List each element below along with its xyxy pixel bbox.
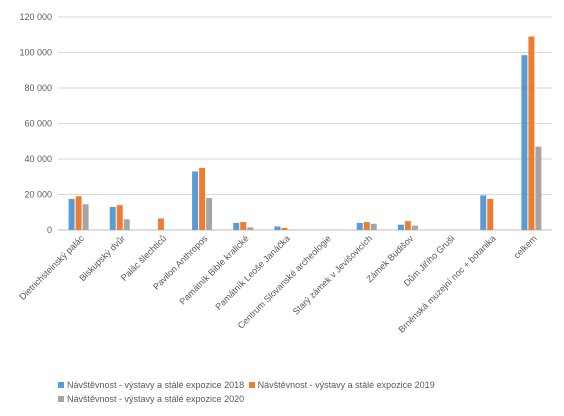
bar	[397, 224, 404, 230]
bar	[487, 198, 494, 230]
y-tick-label: 40 000	[24, 154, 52, 164]
legend-label-2018: Návštěvnost - výstavy a stálé expozice 2…	[67, 380, 245, 390]
bar	[404, 221, 411, 230]
y-tick-label: 0	[47, 225, 52, 235]
bar	[356, 222, 363, 230]
x-tick-label: Památník Bible kralické	[177, 233, 250, 306]
legend-item-2020: Návštěvnost - výstavy a stálé expozice 2…	[58, 392, 244, 406]
bar	[199, 167, 206, 230]
bar	[535, 146, 542, 230]
x-tick-label: Památník Leoše Janáčka	[213, 233, 292, 312]
x-tick-label: Dietrichsteinský palác	[17, 233, 86, 302]
bar	[274, 226, 281, 230]
bar	[233, 222, 240, 230]
bar	[157, 218, 164, 230]
bar	[192, 171, 199, 230]
y-tick-label: 80 000	[24, 83, 52, 93]
y-tick-label: 120 000	[19, 12, 52, 22]
y-tick-label: 100 000	[19, 48, 52, 58]
y-tick-label: 60 000	[24, 119, 52, 129]
legend-label-2019: Návštěvnost - výstavy a stálé expozice 2…	[257, 380, 435, 390]
bar	[109, 206, 116, 230]
legend-label-2020: Návštěvnost - výstavy a stálé expozice 2…	[67, 394, 245, 404]
bar	[370, 223, 377, 230]
bar	[247, 227, 254, 230]
legend-swatch-2020	[58, 396, 64, 402]
bar	[363, 222, 370, 230]
x-tick-label: celkem	[512, 233, 539, 260]
chart-legend: Návštěvnost - výstavy a stálé expozice 2…	[58, 378, 558, 406]
bar	[68, 198, 75, 230]
legend-swatch-2019	[248, 382, 255, 388]
legend-item-2019: Návštěvnost - výstavy a stálé expozice 2…	[248, 378, 435, 392]
bar	[82, 204, 89, 230]
bar	[123, 219, 130, 230]
bar	[480, 195, 487, 230]
bar	[528, 36, 535, 231]
bar	[75, 196, 82, 230]
legend-item-2018: Návštěvnost - výstavy a stálé expozice 2…	[58, 378, 244, 392]
bar	[116, 205, 123, 230]
y-tick-label: 20 000	[24, 190, 52, 200]
legend-swatch-2018	[58, 382, 64, 388]
bar	[240, 222, 247, 230]
bar	[281, 227, 288, 230]
bar	[411, 225, 418, 230]
bar	[206, 198, 213, 230]
bar	[521, 55, 528, 230]
x-tick-label: Starý zámek v Jevišovicích	[291, 233, 374, 316]
